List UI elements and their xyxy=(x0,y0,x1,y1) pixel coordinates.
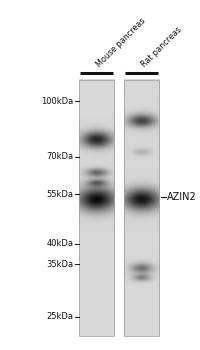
Text: 100kDa: 100kDa xyxy=(41,97,74,106)
Text: 55kDa: 55kDa xyxy=(47,190,74,199)
Bar xyxy=(79,79,114,336)
Text: Mouse pancreas: Mouse pancreas xyxy=(95,16,147,69)
Bar xyxy=(79,79,114,336)
Text: AZIN2: AZIN2 xyxy=(167,192,197,202)
Text: 70kDa: 70kDa xyxy=(46,152,74,161)
Text: Rat pancreas: Rat pancreas xyxy=(140,25,184,69)
Text: 35kDa: 35kDa xyxy=(46,260,74,269)
Bar xyxy=(124,79,159,336)
Bar xyxy=(124,79,159,336)
Text: 25kDa: 25kDa xyxy=(47,312,74,321)
Text: 40kDa: 40kDa xyxy=(47,239,74,248)
